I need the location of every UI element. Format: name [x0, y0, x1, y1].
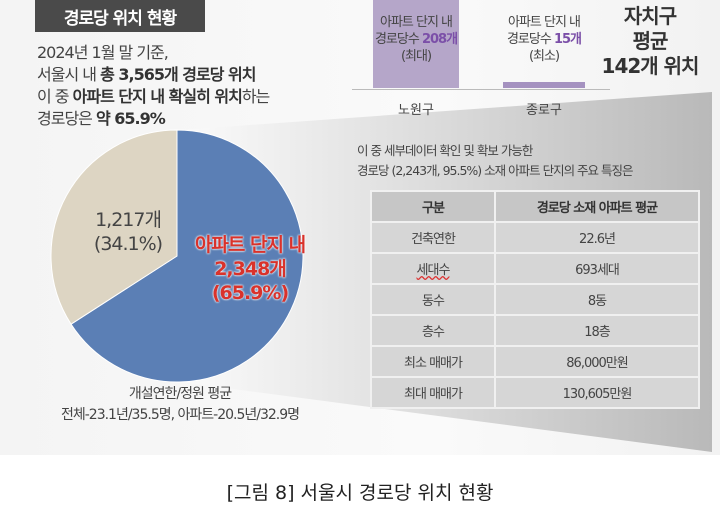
- text: 이 중: [37, 87, 73, 106]
- highlight: 아파트 단지 내 확실히 위치: [72, 87, 243, 106]
- intro-text: 2024년 1월 말 기준, 서울시 내 총 3,565개 경로당 위치 이 중…: [37, 42, 270, 130]
- text: (최소): [528, 49, 560, 64]
- pie-note: 개설연한/정원 평균 전체-23.1년/35.5명, 아파트-20.5년/32.…: [20, 384, 340, 426]
- header-cell: 경로당 소재 아파트 평균: [494, 190, 700, 223]
- text: (34.1%): [93, 233, 163, 255]
- highlight: 약 65.9%: [95, 109, 166, 128]
- text: 경로당수 208개: [356, 31, 476, 48]
- pie-slice-0: [70, 129, 304, 383]
- average-label: 자치구 평균 142개 위치: [600, 4, 700, 79]
- figure-caption: [그림 8] 서울시 경로당 위치 현황: [226, 482, 494, 504]
- district-label: 노원구: [398, 103, 434, 118]
- table-row: 건축연한 22.6년: [370, 221, 700, 254]
- table-row: 세대수 693세대: [370, 252, 700, 285]
- cell: 18층: [494, 314, 700, 347]
- table-note: 이 중 세부데이터 확인 및 확보 가능한 경로당 (2,243개, 95.5%…: [357, 141, 634, 181]
- table-row: 층수 18층: [370, 314, 700, 347]
- bar-min: [503, 82, 585, 88]
- cell: 22.6년: [494, 221, 700, 254]
- cell: 8동: [494, 283, 700, 316]
- intro-line: 2024년 1월 말 기준,: [37, 43, 169, 62]
- text: 서울시 내: [37, 65, 101, 84]
- cell: 건축연한: [370, 221, 496, 254]
- intro-line: 경로당은 약 65.9%: [37, 108, 269, 130]
- text: 아파트 단지 내: [379, 15, 453, 30]
- text: 1,217개: [95, 209, 162, 231]
- cell: 최대 매매가: [370, 376, 496, 409]
- cell: 693세대: [494, 252, 700, 285]
- text: 경로당수: [374, 32, 422, 47]
- cell: 동수: [370, 283, 496, 316]
- intro-line: 이 중 아파트 단지 내 확실히 위치하는: [37, 86, 270, 108]
- text: 2,348개: [214, 258, 287, 280]
- text: 이 중 세부데이터 확인 및 확보 가능한: [357, 143, 533, 158]
- bar-label-min: 아파트 단지 내 경로당수 15개 (최소): [484, 14, 604, 65]
- text: 경로당수: [506, 32, 554, 47]
- table-row: 동수 8동: [370, 283, 700, 316]
- intro-line: 서울시 내 총 3,565개 경로당 위치: [37, 64, 269, 86]
- count: 208개: [421, 32, 458, 47]
- text: 경로당수 15개: [484, 31, 604, 48]
- header-cell: 구분: [370, 190, 496, 223]
- cell: 130,605만원: [494, 376, 700, 409]
- section-title: 경로당 위치 현황: [35, 0, 205, 32]
- text: 평균: [632, 29, 669, 53]
- text: 개설연한/정원 평균: [128, 386, 232, 402]
- pie-label-other: 1,217개 (34.1%): [78, 208, 178, 256]
- text: 전체-23.1년/35.5명, 아파트-20.5년/32.9명: [60, 407, 300, 423]
- table-row: 최대 매매가 130,605만원: [370, 376, 700, 409]
- cell: 최소 매매가: [370, 345, 496, 378]
- bar-baseline: [352, 89, 610, 90]
- highlight: 총 3,565개 경로당 위치: [100, 65, 256, 84]
- bar-max: [373, 0, 459, 88]
- text: 경로당 (2,243개, 95.5%) 소재 아파트 단지의 주요 특징은: [357, 163, 634, 178]
- bar-label-max: 아파트 단지 내 경로당수 208개 (최대): [356, 14, 476, 65]
- pie-slice-1: [50, 129, 178, 325]
- text: (최대): [400, 49, 432, 64]
- cell: 세대수: [370, 252, 496, 285]
- text: 경로당은: [37, 109, 96, 128]
- apartment-stats-table: 구분 경로당 소재 아파트 평균 건축연한 22.6년 세대수 693세대 동수 8동…: [370, 190, 700, 409]
- text: 아파트 단지 내: [194, 234, 306, 256]
- text: 아파트 단지 내: [507, 15, 581, 30]
- pie-chart: [50, 129, 304, 383]
- cell: 86,000만원: [494, 345, 700, 378]
- text: 142개 위치: [601, 54, 700, 78]
- pie-label-apartment: 아파트 단지 내 2,348개 (65.9%): [180, 233, 320, 305]
- table-row: 최소 매매가 86,000만원: [370, 345, 700, 378]
- table-header: 구분 경로당 소재 아파트 평균: [370, 190, 700, 223]
- count: 15개: [553, 32, 582, 47]
- cell: 층수: [370, 314, 496, 347]
- district-label: 종로구: [526, 103, 562, 118]
- text: 하는: [241, 87, 270, 106]
- text: (65.9%): [211, 282, 289, 304]
- text: 자치구: [623, 4, 677, 28]
